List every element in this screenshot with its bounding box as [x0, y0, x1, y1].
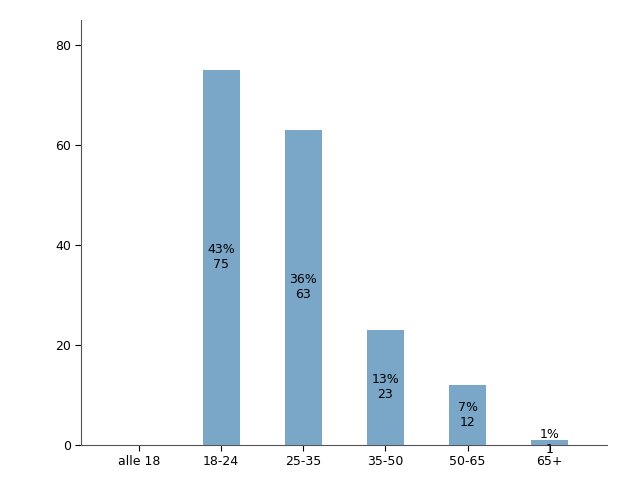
- Text: 43%
75: 43% 75: [207, 243, 235, 271]
- Text: 1%
1: 1% 1: [540, 428, 560, 456]
- Bar: [367, 329, 404, 445]
- Text: 36%
63: 36% 63: [289, 273, 317, 301]
- Text: 13%
23: 13% 23: [371, 373, 399, 401]
- Text: 7%
12: 7% 12: [458, 401, 478, 429]
- Bar: [285, 130, 322, 445]
- Bar: [449, 385, 486, 445]
- Bar: [531, 440, 568, 445]
- Bar: [203, 70, 240, 445]
